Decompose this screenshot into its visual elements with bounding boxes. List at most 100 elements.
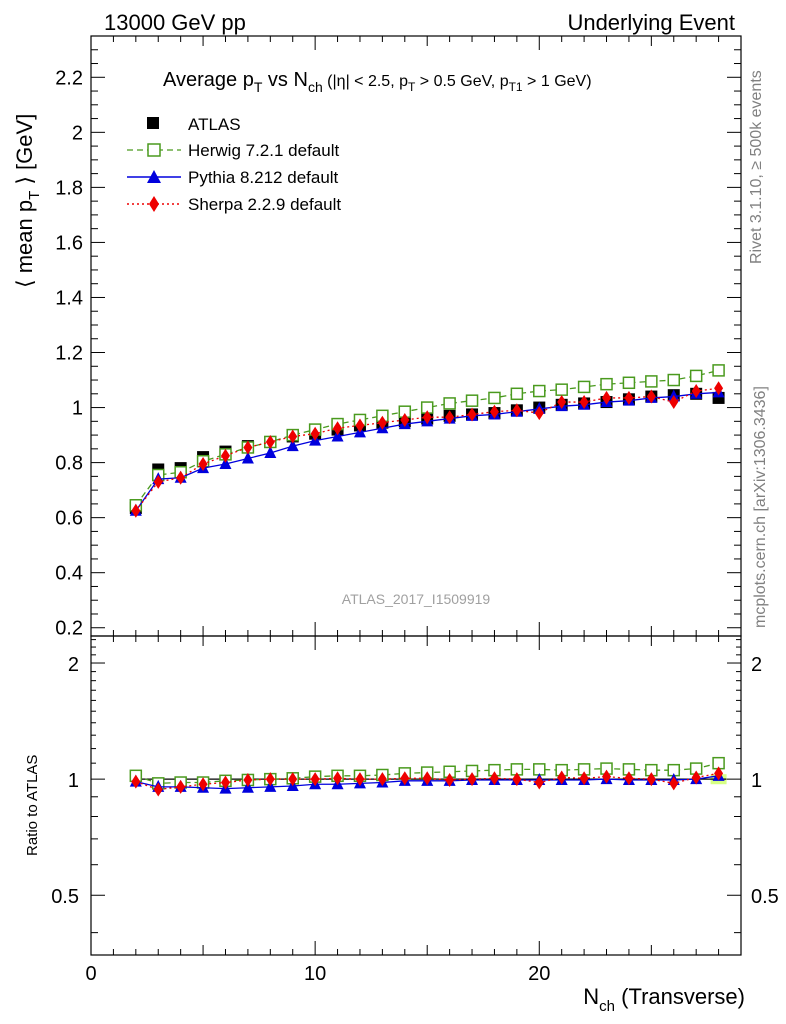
- legend: ATLAS Herwig 7.2.1 default Pythia 8.212 …: [127, 115, 341, 214]
- ratio-y-tick-label-right: 0.5: [751, 886, 779, 908]
- sherpa-ratio-point: [646, 772, 656, 787]
- analysis-watermark: ATLAS_2017_I1509919: [342, 591, 491, 607]
- sherpa-ratio-point: [153, 782, 163, 797]
- main-y-tick-label: 0.8: [55, 453, 83, 475]
- sherpa-point: [333, 421, 343, 436]
- ratio-y-tick-label: 0.5: [51, 886, 79, 908]
- ratio-y-tick-label: 2: [68, 654, 79, 676]
- header-right: Underlying Event: [567, 10, 735, 35]
- sherpa-point: [467, 407, 477, 422]
- sherpa-ratio-point: [333, 771, 343, 786]
- main-y-tick-label: 1.4: [55, 287, 83, 309]
- sherpa-ratio-point: [422, 771, 432, 786]
- pythia-point: [241, 451, 254, 464]
- pythia-point: [219, 456, 232, 469]
- sherpa-point: [310, 426, 320, 441]
- x-tick-label: 0: [85, 963, 96, 985]
- main-series: [129, 364, 725, 518]
- sherpa-ratio-point: [400, 771, 410, 786]
- pythia-point: [286, 439, 299, 452]
- sherpa-ratio-point: [669, 776, 679, 791]
- herwig-point: [689, 369, 703, 383]
- herwig-point: [510, 387, 524, 401]
- sherpa-ratio-point: [377, 772, 387, 787]
- plot-title: Average pT vs Nch (|η| < 2.5, pT > 0.5 G…: [163, 69, 592, 95]
- sherpa-point: [265, 434, 275, 449]
- sherpa-point: [400, 412, 410, 427]
- legend-sherpa: Sherpa 2.2.9 default: [127, 195, 341, 214]
- legend-sherpa-label: Sherpa 2.2.9 default: [188, 195, 341, 214]
- rivet-label: Rivet 3.1.10, ≥ 500k events: [748, 70, 765, 264]
- sherpa-ratio-point: [467, 772, 477, 787]
- sherpa-ratio-point: [624, 771, 634, 786]
- y-axis-label-ratio: Ratio to ATLAS: [24, 755, 41, 856]
- sherpa-ratio-point: [288, 772, 298, 787]
- sherpa-point: [220, 448, 230, 463]
- sherpa-ratio-point: [691, 770, 701, 785]
- sherpa-point: [445, 410, 455, 425]
- main-y-tick-label: 1.8: [55, 177, 83, 199]
- sherpa-point: [646, 389, 656, 404]
- pythia-point: [264, 445, 277, 458]
- sherpa-point: [176, 470, 186, 485]
- sherpa-point: [579, 395, 589, 410]
- legend-pythia-label: Pythia 8.212 default: [188, 168, 339, 187]
- x-tick-label: 20: [528, 963, 550, 985]
- legend-herwig-marker: [147, 143, 161, 157]
- main-y-tick-label: 0.6: [55, 508, 83, 530]
- sherpa-ratio-point: [534, 775, 544, 790]
- herwig-point: [465, 394, 479, 407]
- sherpa-point: [624, 390, 634, 405]
- ratio-frame: [90, 635, 742, 956]
- sherpa-point: [131, 503, 141, 518]
- herwig-point: [577, 380, 591, 394]
- main-y-tick-label: 1.6: [55, 232, 83, 254]
- main-y-tick-label: 2: [72, 122, 83, 144]
- sherpa-ratio-point: [557, 770, 567, 785]
- sherpa-ratio-point: [220, 775, 230, 790]
- x-axis-ticks: 0 10 20: [85, 36, 742, 985]
- mcplots-label: mcplots.cern.ch [arXiv:1306.3436]: [752, 386, 769, 628]
- herwig-point: [600, 377, 613, 391]
- herwig-point: [488, 391, 501, 405]
- sherpa-ratio-point: [602, 769, 612, 784]
- sherpa-point: [288, 429, 298, 444]
- main-y-tick-label: 2.2: [55, 67, 83, 89]
- sherpa-point: [198, 456, 208, 471]
- sherpa-point: [691, 384, 701, 399]
- sherpa-point: [243, 440, 253, 455]
- x-axis-label: Nch (Transverse): [583, 984, 745, 1015]
- main-y-tick-label: 0.2: [55, 618, 83, 640]
- ratio-y-tick-label: 1: [68, 770, 79, 792]
- legend-herwig-label: Herwig 7.2.1 default: [188, 141, 339, 160]
- main-y-tick-label: 1.2: [55, 343, 83, 365]
- sherpa-ratio-point: [355, 772, 365, 787]
- herwig-point: [712, 364, 725, 377]
- sherpa-ratio-point: [131, 774, 141, 789]
- sherpa-ratio-point: [714, 766, 724, 781]
- legend-pythia-marker: [147, 170, 161, 183]
- sherpa-point: [153, 474, 163, 489]
- ratio-y-tick-label-right: 2: [751, 654, 762, 676]
- herwig-point: [555, 383, 568, 396]
- sherpa-ratio-point: [243, 772, 253, 787]
- ratio-panel: 0.5 0.5 1 1 2 2 Ratio to ATLAS: [24, 635, 779, 956]
- sherpa-point: [512, 403, 522, 418]
- sherpa-point: [377, 415, 387, 430]
- herwig-point: [645, 375, 658, 388]
- ratio-ticks: 0.5 0.5 1 1 2 2: [51, 639, 779, 934]
- sherpa-point: [422, 410, 432, 425]
- sherpa-point: [602, 390, 612, 405]
- sherpa-ratio-point: [198, 777, 208, 792]
- herwig-point: [533, 384, 546, 398]
- sherpa-point: [489, 404, 499, 419]
- ratio-series: [129, 756, 727, 797]
- y-axis-label-main: ⟨ mean pT ⟩ [GeV]: [12, 114, 43, 288]
- herwig-point: [667, 373, 681, 387]
- legend-atlas: ATLAS: [147, 115, 241, 134]
- sherpa-point: [714, 381, 724, 396]
- legend-atlas-marker: [147, 117, 159, 129]
- sherpa-ratio-point: [310, 772, 320, 787]
